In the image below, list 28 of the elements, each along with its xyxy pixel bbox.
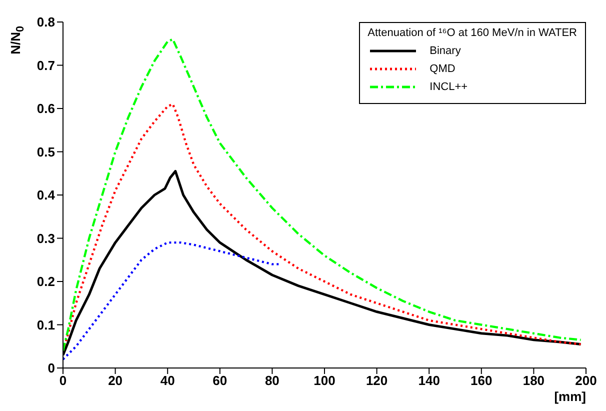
y-tick-label: 0.3 [36, 230, 55, 246]
x-tick-label: 100 [314, 373, 336, 388]
y-tick-label: 0.5 [36, 144, 55, 160]
y-tick-label: 0.2 [36, 274, 55, 290]
x-tick-label: 40 [160, 373, 175, 388]
x-tick-label: 160 [470, 373, 492, 388]
y-tick-label: 0.7 [36, 58, 55, 73]
legend-title: Attenuation of ¹⁶O at 160 MeV/n in WATER [368, 27, 577, 39]
y-tick-label: 0.8 [36, 14, 55, 30]
x-tick-label: 20 [108, 373, 123, 388]
legend-label: Binary [430, 45, 461, 57]
legend-label: INCL++ [430, 81, 468, 93]
line-series [63, 241, 282, 360]
x-axis-title: [mm] [554, 389, 586, 404]
x-tick-label: 200 [575, 373, 597, 388]
line-series [63, 38, 582, 352]
x-tick-label: 60 [212, 373, 228, 388]
y-tick-label: 0.6 [36, 101, 55, 116]
x-tick-label: 120 [366, 373, 388, 388]
x-tick-label: 80 [264, 373, 280, 388]
y-tick-label: 0.4 [36, 188, 56, 203]
y-tick-label: 0.1 [36, 317, 55, 332]
y-tick-label: 0 [48, 360, 55, 376]
x-tick-label: 140 [418, 373, 440, 388]
x-tick-label: 180 [522, 373, 545, 388]
legend-label: QMD [430, 63, 456, 75]
line-series [63, 103, 582, 352]
x-tick-label: 0 [59, 373, 67, 388]
